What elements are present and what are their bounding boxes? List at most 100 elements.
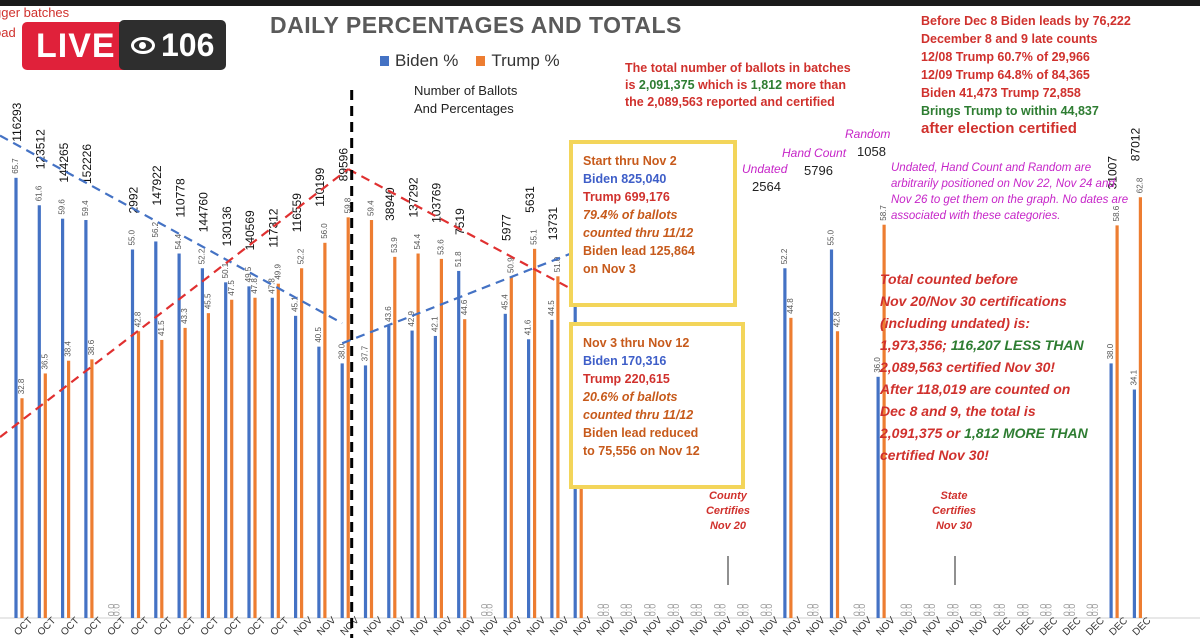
ballot-total-note: The total number of ballots in batches i…	[625, 60, 851, 111]
date-tick-label: DEC	[1107, 615, 1130, 638]
zero-value-label: 0.0	[601, 604, 611, 617]
trump-percent-label: 42.8	[134, 311, 143, 327]
bar-trump	[43, 373, 47, 618]
bar-trump	[882, 224, 886, 618]
bar-trump	[20, 398, 24, 618]
cert-note-line1: Total counted before	[880, 271, 1018, 287]
ballot-total-label: 2992	[127, 186, 141, 213]
bar-biden	[294, 315, 298, 618]
bar-biden	[200, 268, 204, 618]
cert-note-line3: (including undated) is:	[880, 315, 1031, 331]
ballot-total-label: 13731	[546, 207, 560, 241]
biden-percent-label: 45.4	[500, 294, 509, 310]
eye-icon	[131, 36, 155, 54]
zero-value-label: 0.0	[1039, 604, 1049, 617]
date-tick-label: OCT	[82, 615, 105, 638]
zero-value-label: 0.0	[112, 604, 122, 617]
date-tick-label: DEC	[1084, 615, 1107, 638]
trump-percent-label: 38.4	[64, 341, 73, 357]
bar-trump	[230, 299, 234, 618]
bar-biden	[154, 241, 158, 618]
bar-biden	[387, 325, 391, 618]
zero-value-label: 0.0	[945, 604, 955, 617]
cut-note-line1: gger batches	[0, 5, 70, 20]
bar-trump	[369, 220, 374, 618]
trump-percent-label: 44.6	[460, 299, 469, 315]
zero-value-label: 0.0	[1020, 604, 1030, 617]
late-counts-line7: after election certified	[921, 120, 1077, 137]
zero-value-label: 0.0	[712, 604, 722, 617]
bar-biden	[177, 253, 181, 618]
zero-value-label: 0.0	[689, 604, 699, 617]
zero-value-label: 0.0	[974, 604, 984, 617]
cert-note-line8: 2,091,375 or 1,812 MORE THAN	[880, 425, 1088, 441]
ballot-total-label: 110199	[313, 167, 327, 206]
trump-trend-line-up	[0, 168, 349, 438]
biden-percent-label: 44.5	[547, 300, 556, 316]
viewer-count-badge: 106	[119, 20, 227, 70]
ballot-total-label: 89596	[336, 148, 350, 182]
bar-biden	[1132, 389, 1136, 618]
late-counts-line4: 12/09 Trump 64.8% of 84,365	[921, 68, 1090, 82]
late-counts-line5: Biden 41,473 Trump 72,858	[921, 86, 1081, 100]
biden-percent-label: 55.0	[827, 229, 836, 245]
trump-percent-label: 51.0	[553, 256, 562, 272]
biden-percent-label: 38.0	[337, 343, 346, 359]
trump-percent-label: 53.6	[437, 239, 446, 255]
bar-trump	[136, 331, 141, 618]
late-counts-line2: December 8 and 9 late counts	[921, 32, 1098, 46]
zero-value-label: 0.0	[764, 604, 774, 617]
ballot-total-label: 5631	[523, 186, 537, 213]
certification-summary-note: Total counted before Nov 20/Nov 30 certi…	[880, 268, 1088, 466]
trump-percent-label: 58.7	[879, 205, 888, 221]
ballot-total-label: 123512	[33, 129, 47, 169]
zero-value-label: 0.0	[759, 604, 769, 617]
date-tick-label: OCT	[269, 615, 292, 638]
ballots-note-line2: And Percentages	[414, 101, 514, 116]
box2-line6: Biden lead reduced	[583, 426, 699, 440]
legend-label-trump: Trump %	[491, 51, 560, 70]
date-tick-label: OCT	[129, 615, 152, 638]
category-random-total: 1058	[857, 144, 886, 159]
trump-percent-label: 47.8	[250, 278, 259, 294]
trump-percent-label: 45.5	[204, 293, 213, 309]
box2-line5: counted thru 11/12	[583, 408, 694, 422]
bar-trump	[300, 268, 304, 618]
bar-trump	[393, 256, 397, 618]
ballot-total-note-line2: is 2,091,375 which is 1,812 more than	[625, 78, 846, 92]
zero-value-label: 0.0	[1067, 604, 1077, 617]
trump-percent-label: 59.8	[343, 197, 352, 213]
ballot-total-label: 7519	[453, 208, 467, 235]
bar-biden	[876, 376, 880, 618]
ballot-total-label: 87012	[1129, 128, 1143, 162]
zero-value-label: 0.0	[904, 604, 914, 617]
ballots-axis-note: Number of Ballots And Percentages	[414, 82, 517, 118]
biden-trend-line-up	[341, 248, 582, 345]
biden-percent-label: 49.5	[244, 266, 253, 282]
bar-biden	[224, 282, 228, 618]
bar-trump	[276, 283, 280, 618]
date-tick-label: OCT	[59, 615, 82, 638]
biden-percent-label: 59.6	[58, 199, 67, 215]
bar-trump	[509, 276, 513, 618]
date-tick-label: OCT	[199, 615, 222, 638]
late-counts-line6: Brings Trump to within 44,837	[921, 104, 1099, 118]
bar-trump	[346, 217, 350, 618]
box2-line2: Biden 170,316	[583, 354, 667, 368]
cert-note-line9: certified Nov 30!	[880, 447, 989, 463]
biden-percent-label: 51.8	[454, 251, 463, 267]
bar-biden	[550, 319, 554, 618]
biden-percent-label: 47.8	[267, 278, 276, 294]
trump-percent-label: 59.4	[367, 200, 376, 216]
zero-value-label: 0.0	[596, 604, 606, 617]
zero-value-label: 0.0	[671, 604, 681, 617]
zero-value-label: 0.0	[1090, 604, 1100, 617]
legend-swatch-trump	[476, 56, 486, 66]
biden-trend-line-down	[0, 134, 343, 325]
late-counts-line1: Before Dec 8 Biden leads by 76,222	[921, 14, 1131, 28]
ballot-total-label: 117312	[266, 208, 280, 247]
box1-line2: Biden 825,040	[583, 172, 667, 186]
category-undated-name: Undated	[742, 162, 788, 176]
zero-value-label: 0.0	[992, 604, 1002, 617]
zero-value-label: 0.0	[741, 604, 751, 617]
